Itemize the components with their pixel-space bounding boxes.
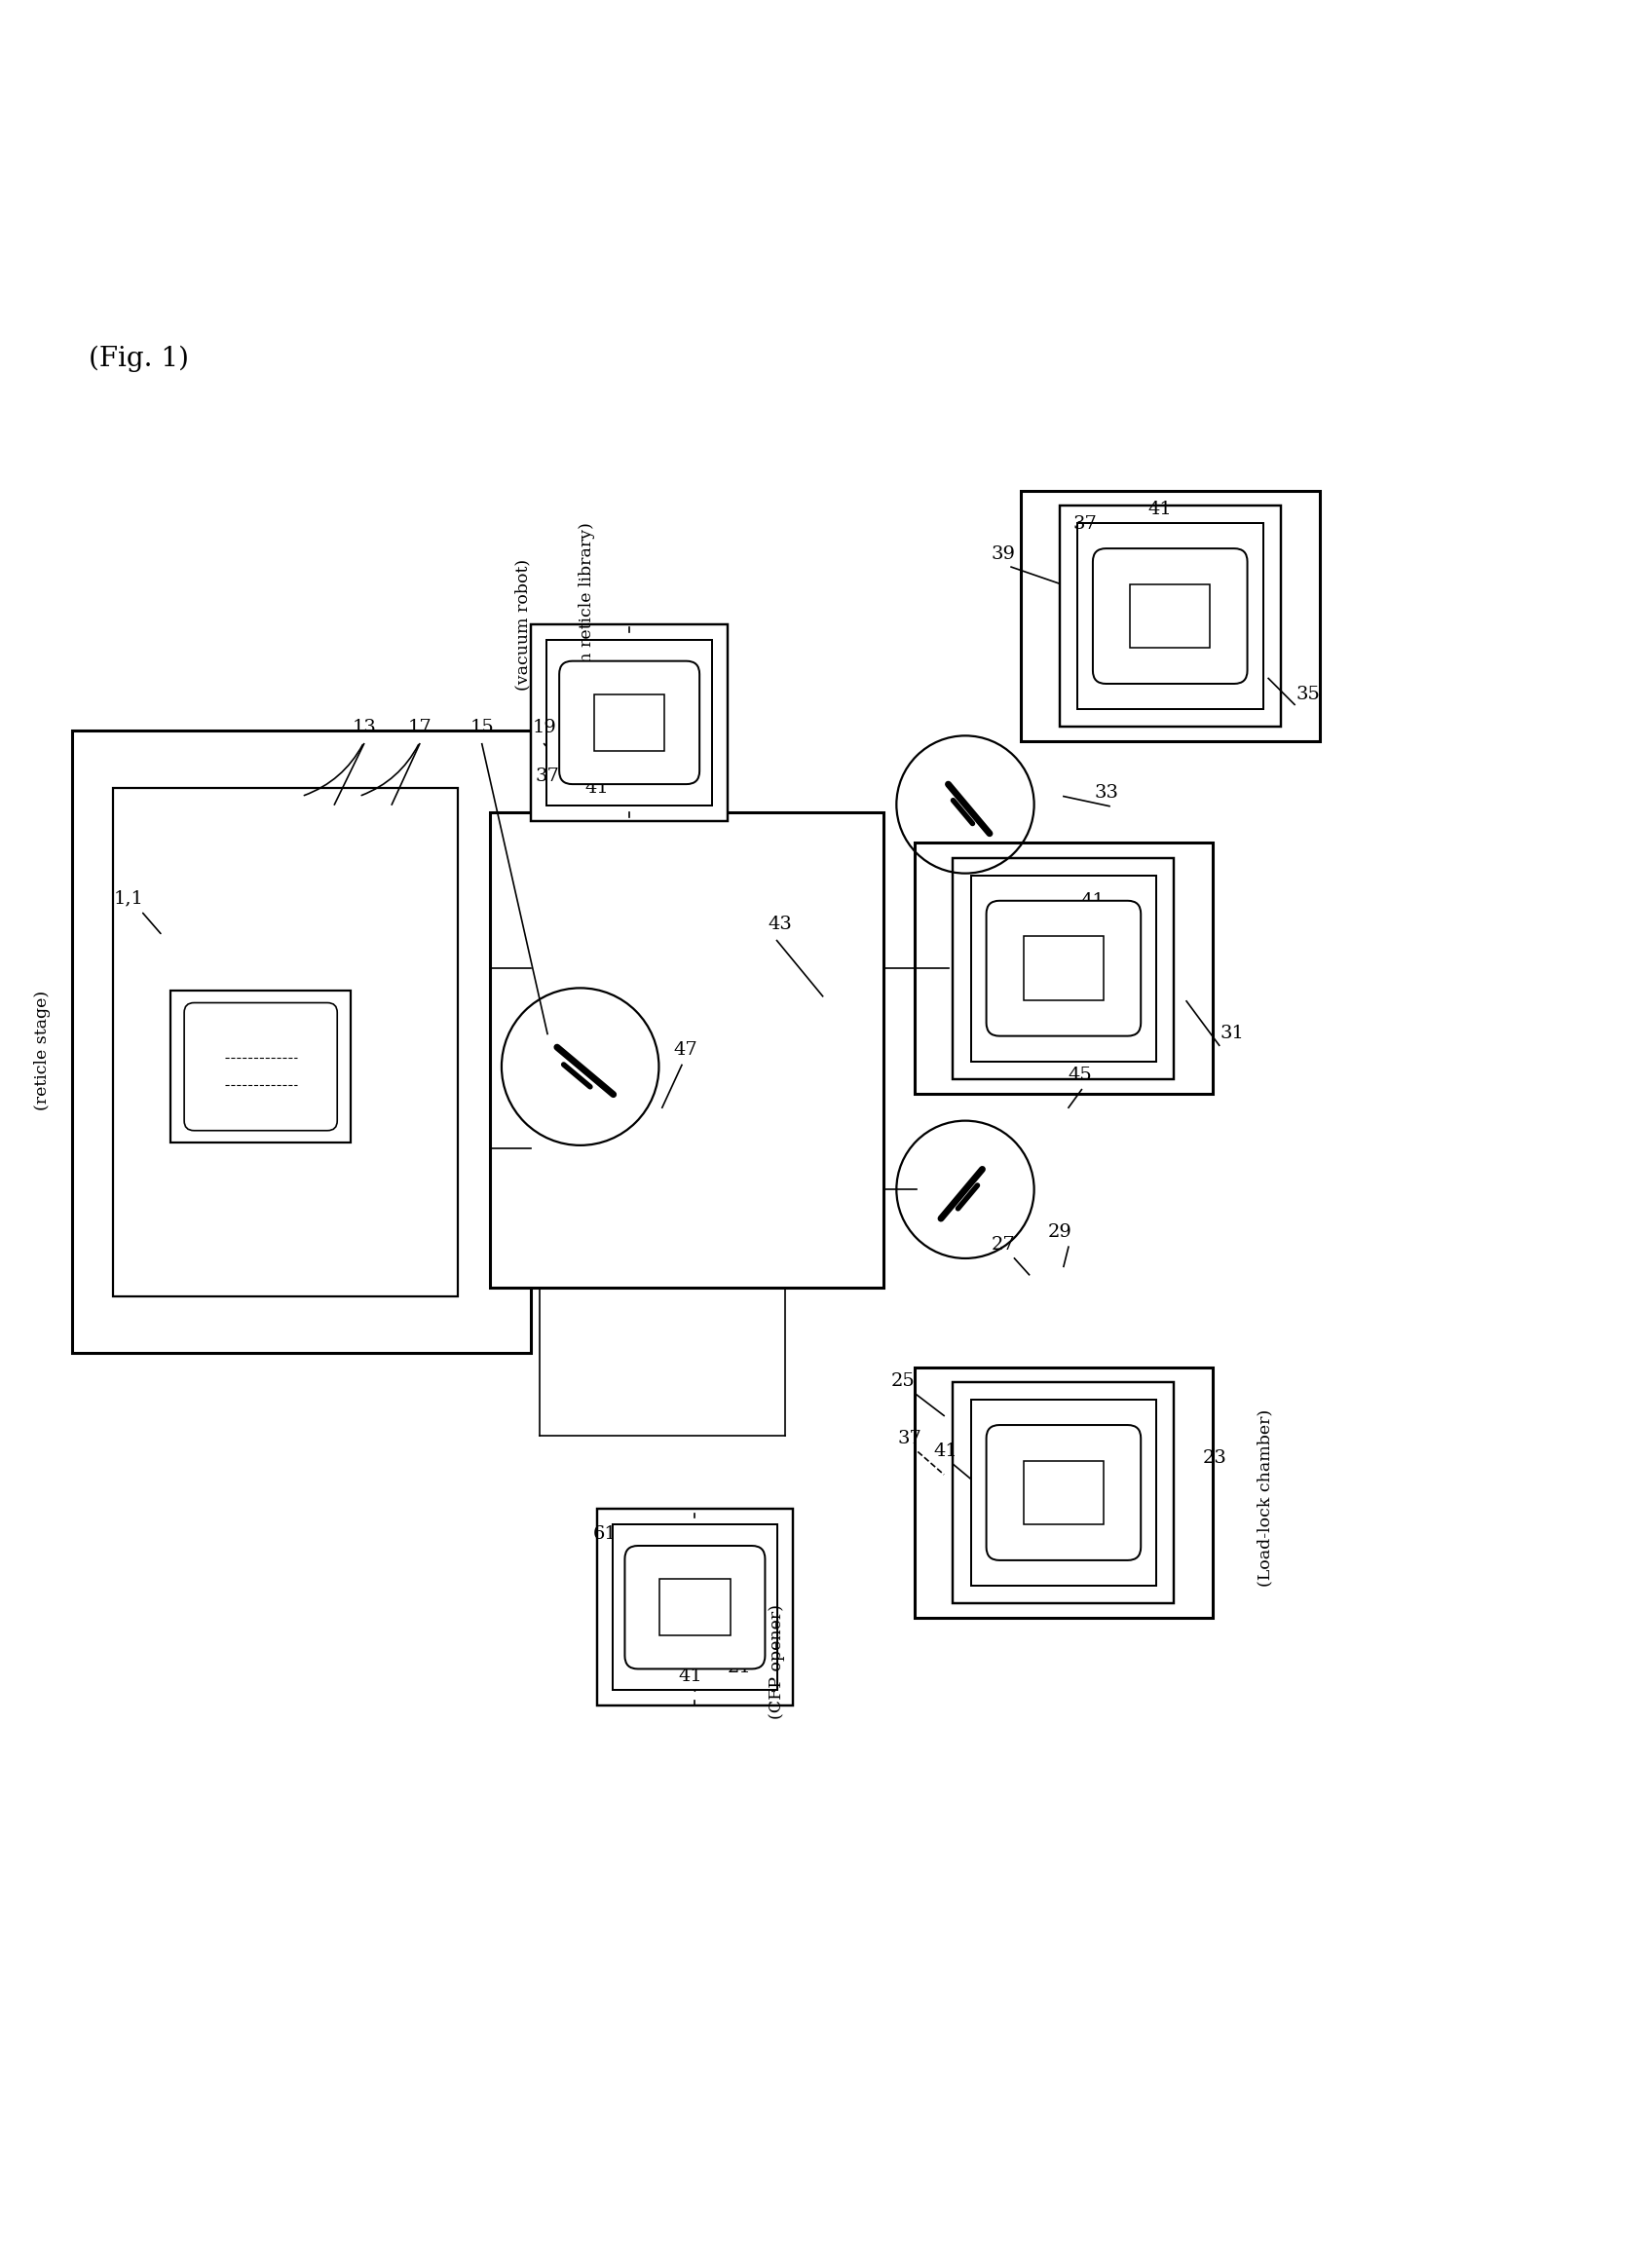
FancyBboxPatch shape — [986, 901, 1142, 1036]
Text: 35: 35 — [1295, 686, 1320, 704]
Bar — [1059, 506, 1280, 726]
Text: 31: 31 — [1221, 1025, 1244, 1043]
Text: 41: 41 — [933, 1443, 958, 1461]
Text: 15: 15 — [469, 719, 494, 737]
Text: 61: 61 — [593, 1524, 616, 1542]
Bar — [73, 731, 530, 1353]
Text: 13: 13 — [352, 719, 377, 737]
Text: 41: 41 — [585, 780, 608, 796]
Bar — [659, 1578, 730, 1637]
Text: (Vacuum reticle library): (Vacuum reticle library) — [578, 522, 595, 726]
Text: 21: 21 — [727, 1659, 752, 1677]
Text: (vacuum robot): (vacuum robot) — [515, 558, 532, 690]
Text: 37: 37 — [1072, 515, 1097, 533]
Text: (Load-lock chamber): (Load-lock chamber) — [1257, 1409, 1274, 1587]
FancyBboxPatch shape — [560, 661, 699, 785]
FancyBboxPatch shape — [185, 1003, 337, 1131]
Bar — [170, 991, 350, 1142]
Bar — [547, 641, 712, 805]
Text: 37: 37 — [897, 1430, 922, 1448]
Text: (reticle stage): (reticle stage) — [35, 991, 51, 1111]
Text: 39: 39 — [991, 544, 1014, 562]
Text: 1,1: 1,1 — [114, 890, 144, 906]
Bar — [953, 859, 1175, 1079]
Bar — [1130, 584, 1209, 647]
Text: (CFP opener): (CFP opener) — [768, 1603, 785, 1720]
Text: 17: 17 — [408, 719, 431, 737]
Text: 41: 41 — [1080, 892, 1105, 910]
Text: 19: 19 — [532, 719, 557, 737]
FancyBboxPatch shape — [1094, 549, 1247, 683]
FancyBboxPatch shape — [624, 1547, 765, 1668]
Text: 43: 43 — [768, 915, 793, 933]
Text: 47: 47 — [672, 1041, 697, 1059]
Text: 45: 45 — [1067, 1066, 1092, 1084]
Bar — [914, 1367, 1213, 1619]
Bar — [914, 843, 1213, 1095]
Text: 41: 41 — [677, 1668, 702, 1686]
Bar — [953, 1383, 1175, 1603]
Bar — [1021, 490, 1320, 742]
Text: 27: 27 — [991, 1236, 1014, 1254]
Text: 37: 37 — [535, 769, 560, 785]
Bar — [613, 1524, 778, 1690]
Bar — [1024, 1461, 1104, 1524]
Text: 41: 41 — [1148, 501, 1173, 519]
FancyBboxPatch shape — [986, 1425, 1142, 1560]
Text: (Fig. 1): (Fig. 1) — [89, 346, 188, 373]
Bar — [971, 874, 1156, 1061]
Bar — [491, 814, 884, 1288]
Bar — [596, 1508, 793, 1706]
Bar — [530, 625, 727, 821]
Text: 37: 37 — [631, 1657, 654, 1673]
Text: 33: 33 — [1094, 785, 1118, 803]
Text: 29: 29 — [1047, 1223, 1072, 1241]
Text: 23: 23 — [1203, 1450, 1226, 1468]
Bar — [595, 695, 664, 751]
Bar — [114, 789, 458, 1297]
Bar — [1077, 524, 1264, 708]
Text: 25: 25 — [890, 1374, 915, 1389]
Bar — [1024, 937, 1104, 1000]
Bar — [971, 1401, 1156, 1585]
